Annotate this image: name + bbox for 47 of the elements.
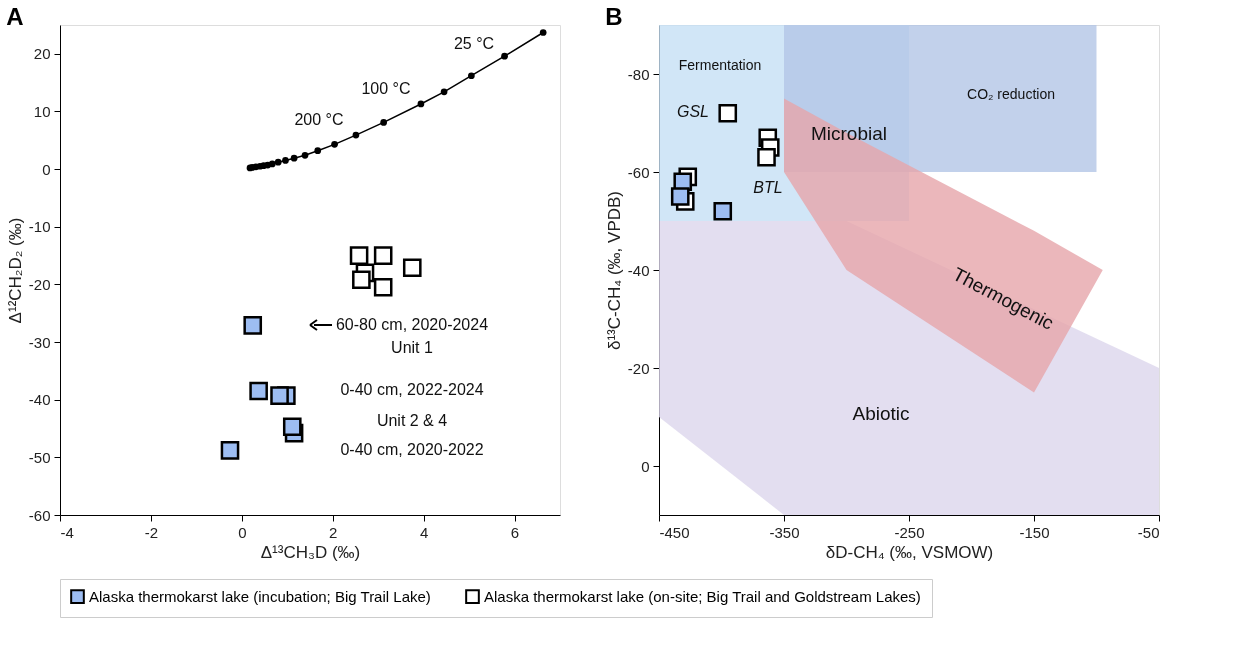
annotation: Fermentation (678, 57, 762, 73)
y-tick-label: 20 (33, 45, 51, 63)
y-axis-title: Δ¹²CH₂D₂ (‰) (5, 217, 25, 324)
y-tick-label: -60 (627, 163, 650, 181)
annotation: 25 °C (453, 35, 495, 52)
x-tick-label: 2 (329, 523, 338, 541)
annotation: Microbial (810, 123, 888, 144)
x-tick-label: -350 (769, 523, 800, 541)
annotation: Abiotic (852, 403, 910, 424)
annotation: Unit 2 & 4 (376, 412, 448, 429)
x-tick-label: -50 (1137, 523, 1160, 541)
x-tick-label: -150 (1019, 523, 1050, 541)
annotation: CO₂ reduction (967, 86, 1055, 102)
x-axis-title: Δ¹³CH₃D (‰) (260, 542, 361, 562)
y-tick-label: -40 (627, 261, 650, 279)
legend-label: Alaska thermokarst lake (on-site; Big Trail and Goldstream Lakes) (484, 587, 921, 605)
y-tick-label: -20 (627, 359, 650, 377)
y-axis-title: δ¹³C-CH₄ (‰, VPDB) (604, 190, 624, 351)
y-tick-label: -30 (28, 333, 51, 351)
annotation: 0-40 cm, 2022-2024 (340, 381, 484, 398)
x-tick-label: -250 (894, 523, 925, 541)
y-tick-label: -50 (28, 448, 51, 466)
chart-title: A (6, 3, 24, 31)
y-tick-label: -80 (627, 65, 650, 83)
annotation: 100 °C (361, 80, 411, 97)
annotation: 0-40 cm, 2020-2022 (340, 441, 484, 458)
legend-label: Alaska thermokarst lake (incubation; Big Trail Lake) (89, 587, 431, 605)
annotation: BTL (753, 179, 783, 196)
annotation: GSL (676, 103, 710, 120)
chart-title: B (605, 3, 623, 31)
y-tick-label: -40 (28, 391, 51, 409)
x-tick-label: 6 (510, 523, 520, 541)
annotation: 200 °C (294, 111, 344, 128)
y-tick-label: 10 (33, 102, 51, 120)
y-tick-label: -60 (28, 506, 51, 524)
x-tick-label: -2 (144, 523, 159, 541)
x-tick-label: 0 (238, 523, 247, 541)
x-tick-label: 4 (419, 523, 429, 541)
y-tick-label: 0 (42, 160, 51, 178)
x-axis-title: δD-CH₄ (‰, VSMOW) (825, 542, 994, 562)
annotation: 60-80 cm, 2020-2024 (335, 316, 489, 333)
y-tick-label: -20 (28, 275, 51, 293)
x-tick-label: -450 (659, 523, 690, 541)
annotation: Unit 1 (391, 339, 433, 356)
y-tick-label: 0 (641, 457, 650, 475)
y-tick-label: -10 (28, 218, 51, 236)
x-tick-label: -4 (60, 523, 74, 541)
